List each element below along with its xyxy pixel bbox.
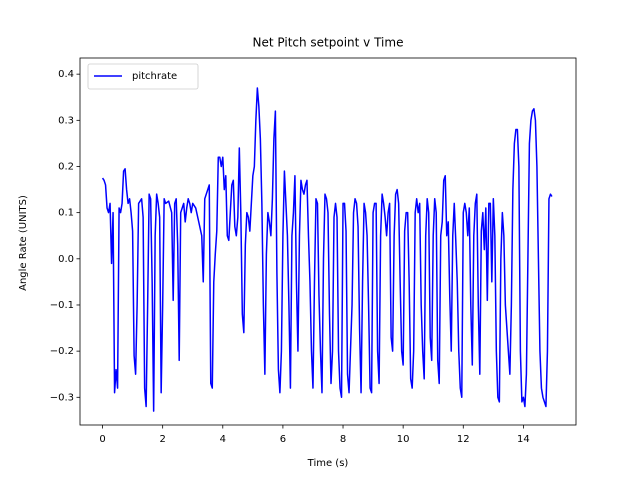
x-tick-label: 6 (280, 434, 286, 445)
x-tick-label: 8 (340, 434, 346, 445)
data-line (101, 87, 553, 412)
y-tick-label: −0.2 (50, 346, 74, 357)
x-tick-label: 10 (397, 434, 410, 445)
y-tick-label: 0.3 (58, 115, 74, 126)
y-tick-label: −0.1 (50, 300, 74, 311)
y-axis-label: Angle Rate (UNITS) (18, 195, 29, 291)
chart-title: Net Pitch setpoint v Time (253, 36, 404, 50)
x-tick-label: 14 (517, 434, 530, 445)
x-tick-label: 4 (220, 434, 226, 445)
x-tick-label: 12 (457, 434, 470, 445)
y-tick-label: 0.4 (58, 69, 74, 80)
y-tick-label: 0.2 (58, 161, 74, 172)
x-tick-label: 2 (159, 434, 165, 445)
legend-label: pitchrate (132, 71, 177, 82)
y-tick-label: −0.3 (50, 392, 74, 403)
x-axis-label: Time (s) (307, 458, 349, 469)
x-tick-label: 0 (99, 434, 105, 445)
plot-frame (79, 57, 577, 426)
legend-box (87, 63, 199, 90)
y-tick-label: 0.0 (58, 254, 74, 265)
y-tick-label: 0.1 (58, 208, 74, 219)
